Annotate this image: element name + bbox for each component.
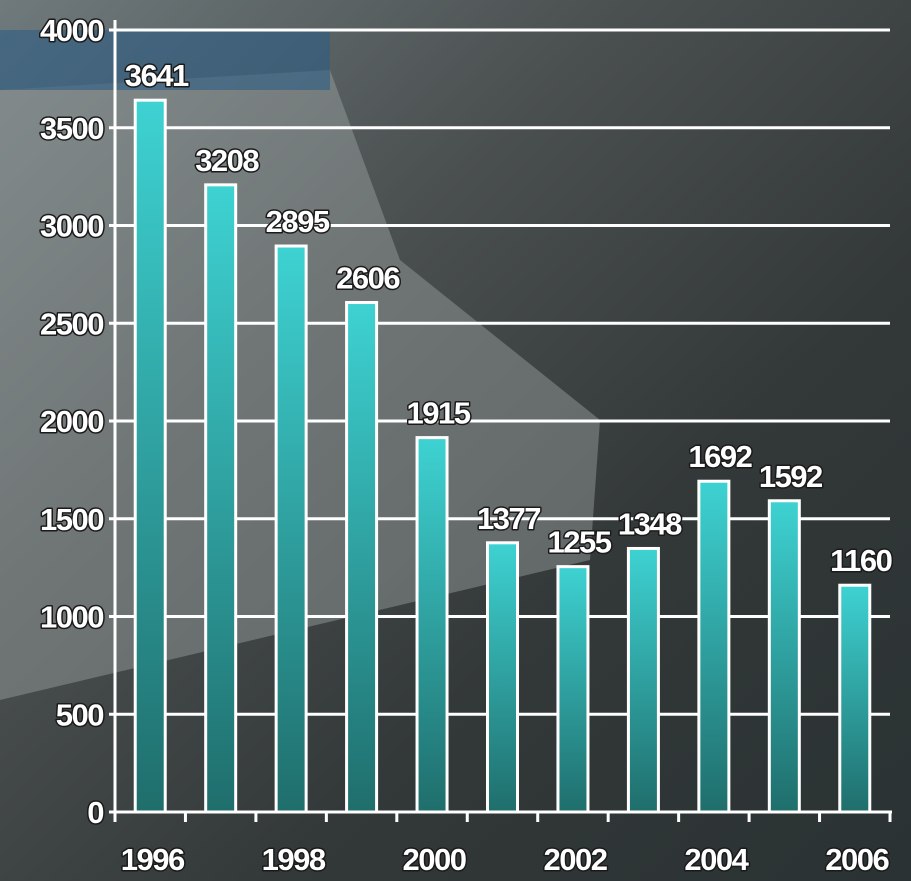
value-label: 1377 xyxy=(477,501,540,536)
y-tick-label: 500 xyxy=(56,697,103,732)
y-tick-label: 1000 xyxy=(40,600,103,635)
bar xyxy=(626,546,660,814)
y-tick-label: 1500 xyxy=(40,502,103,537)
x-tick-label: 1996 xyxy=(121,842,185,877)
background-shape xyxy=(0,30,330,90)
value-label: 1348 xyxy=(618,506,682,541)
bar xyxy=(204,183,238,814)
y-tick-label: 2000 xyxy=(40,404,103,439)
value-label: 1915 xyxy=(407,396,471,431)
value-label: 1692 xyxy=(688,439,751,474)
x-tick-label: 2002 xyxy=(543,842,606,877)
value-label: 3641 xyxy=(125,58,189,93)
value-label: 1592 xyxy=(759,459,822,494)
bar xyxy=(133,98,167,814)
bar xyxy=(486,541,519,814)
bar xyxy=(274,244,308,814)
value-label: 1255 xyxy=(547,525,611,560)
value-label: 3208 xyxy=(195,143,259,178)
x-tick-label: 2004 xyxy=(684,842,749,877)
y-tick-label: 4000 xyxy=(40,13,103,48)
value-label: 1160 xyxy=(830,543,892,578)
y-tick-label: 2500 xyxy=(40,306,103,341)
x-tick-label: 2006 xyxy=(825,842,889,877)
bar xyxy=(556,565,590,814)
bar xyxy=(697,479,731,814)
x-tick-label: 2000 xyxy=(403,842,466,877)
bar xyxy=(767,499,801,814)
bar xyxy=(345,301,379,814)
bar xyxy=(838,583,872,814)
x-tick-label: 1998 xyxy=(262,842,326,877)
value-label: 2895 xyxy=(266,204,330,239)
y-tick-label: 0 xyxy=(87,795,103,830)
value-label: 2606 xyxy=(336,261,400,296)
bar xyxy=(415,436,449,814)
y-tick-label: 3500 xyxy=(40,111,103,146)
y-tick-label: 3000 xyxy=(40,209,103,244)
